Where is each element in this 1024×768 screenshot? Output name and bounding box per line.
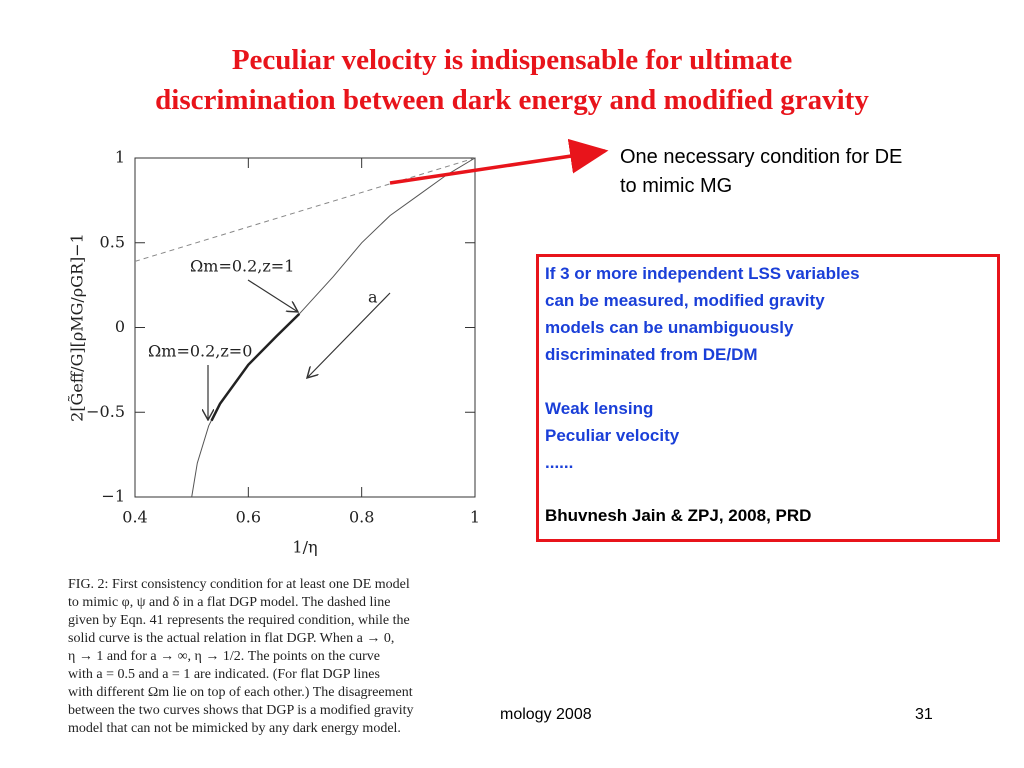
y-tick-label: −1 [101,487,125,506]
annotation-arrow [307,292,391,378]
x-tick-label: 0.4 [122,508,147,527]
caption-line: given by Eqn. 41 represents the required… [68,613,410,628]
caption-line: model that can not be mimicked by any da… [68,721,401,736]
caption-line: to mimic φ, ψ and δ in a flat DGP model.… [68,595,391,610]
box-line: models can be unambiguously [545,318,794,337]
y-tick-label: 0.5 [100,232,125,251]
footer-event: mology 2008 [500,706,592,723]
box-list-item: ...... [545,453,574,472]
box-list-item: Peculiar velocity [545,426,680,445]
y-tick-label: −0.5 [86,402,125,421]
series-line [191,157,476,498]
x-axis-label: 1/η [292,538,317,557]
box-reference: Bhuvnesh Jain & ZPJ, 2008, PRD [545,506,812,525]
box-line: discriminated from DE/DM [545,345,758,364]
y-axis-label: 2[G̃eff/G][ρMG/ρGR]−1 [68,233,87,422]
x-tick-label: 1 [470,508,480,527]
box-line: can be measured, modified gravity [545,291,825,310]
slide-title: Peculiar velocity is indispensable for u… [231,44,793,76]
caption-line: with a = 0.5 and a = 1 are indicated. (F… [68,667,380,682]
slide-title: discrimination between dark energy and m… [155,84,869,116]
caption-line: between the two curves shows that DGP is… [68,703,414,718]
y-tick-label: 1 [115,148,125,167]
plot: 0.4 0.6 0.8 1 −1 −0.5 0 0.5 1 1/η 2[G̃eff/G][ρMG/ρ… [68,148,481,557]
box [536,254,1000,542]
box-list-item: Weak lensing [545,399,654,418]
note-line: One necessary condition for DE [620,146,903,168]
x-tick-label: 0.8 [349,508,374,527]
x-tick-label: 0.6 [236,508,261,527]
annotation: Ωm=0.2,z=1 [190,257,294,276]
box-line: If 3 or more independent LSS variables [545,264,860,283]
caption-line: with different Ωm lie on top of each oth… [68,685,413,700]
page-number: 31 [915,706,933,723]
annotation: Ωm=0.2,z=0 [148,342,252,361]
note-line: to mimic MG [620,175,733,197]
note: One necessary condition for DE to mimic M… [620,143,902,201]
plot-frame [134,157,476,498]
caption-line: FIG. 2: First consistency condition for … [68,577,410,592]
series-line [134,157,476,262]
annotation-arrow [247,279,298,312]
caption-line: η → 1 and for a → ∞, η → 1/2. The points… [68,649,380,664]
caption-line: solid curve is the actual relation in fl… [68,631,395,646]
y-tick-label: 0 [115,317,125,336]
series-line [210,313,301,422]
annotation: a [368,288,378,307]
